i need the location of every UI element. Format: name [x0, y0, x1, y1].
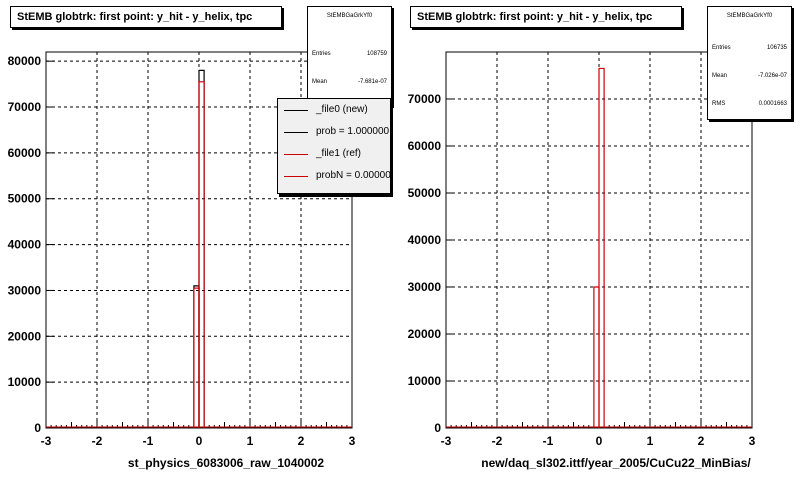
x-tick-label: 3 — [349, 434, 356, 448]
stats-value: 0.0001663 — [758, 101, 787, 107]
legend-entry: probN = 0.000000 — [278, 165, 390, 189]
stats-label: Mean — [312, 79, 328, 85]
stats-name-right: StEMBGaGrkYf0 — [726, 13, 773, 19]
y-tick-label: 20000 — [8, 329, 42, 343]
y-tick-label: 60000 — [408, 139, 442, 153]
legend-label: _file0 (new) — [316, 104, 368, 115]
legend-line-swatch — [284, 154, 308, 155]
stats-value: -7.681e-07 — [357, 79, 387, 85]
chart-title-left: StEMB globtrk: first point: y_hit - y_he… — [10, 6, 282, 28]
stats-row-mean-left: Mean -7.681e-07 — [312, 79, 387, 89]
y-tick-label: 50000 — [8, 192, 42, 206]
legend-entry: _file1 (ref) — [278, 143, 390, 167]
x-tick-label: 2 — [298, 434, 305, 448]
legend-label: _file1 (ref) — [316, 148, 362, 159]
histogram-panel-right: -3 -2 -1 0 1 2 3 0 10000 20000 30000 40000 50000 6000… — [400, 0, 800, 480]
stats-name-left: StEMBGaGrkYf0 — [326, 13, 373, 19]
stats-row-mean-right: Mean -7.026e-07 — [712, 73, 787, 83]
x-tick-label: 2 — [698, 434, 705, 448]
stats-value: 108759 — [366, 51, 387, 57]
x-tick-label: 1 — [647, 434, 654, 448]
x-tick-label: -2 — [92, 434, 103, 448]
chart-title-right: StEMB globtrk: first point: y_hit - y_he… — [410, 6, 682, 28]
stats-value: -7.026e-07 — [757, 73, 787, 79]
legend-label: prob = 1.000000 — [316, 126, 390, 137]
legend-box-left: _file0 (new) prob = 1.000000 _file1 (ref… — [277, 98, 391, 194]
legend-entry: prob = 1.000000 — [278, 121, 390, 145]
y-tick-label: 60000 — [8, 146, 42, 160]
histogram-bar — [598, 67, 605, 428]
y-tick-label: 80000 — [8, 54, 42, 68]
y-tick-label: 0 — [34, 421, 41, 435]
x-tick-label: 3 — [749, 434, 756, 448]
stats-row-entries-right: Entries 106735 — [712, 45, 787, 55]
y-tick-label: 10000 — [408, 374, 442, 388]
y-tick-label: 30000 — [408, 280, 442, 294]
y-tick-label: 70000 — [8, 100, 42, 114]
stats-label: Mean — [712, 73, 728, 79]
stats-box-left: StEMBGaGrkYf0 Entries 108759 Mean -7.681… — [307, 6, 392, 106]
histogram-bar — [198, 81, 205, 428]
x-axis-label-right: new/daq_sl302.ittf/year_2005/CuCu22_MinB… — [481, 456, 751, 470]
y-tick-label: 40000 — [8, 238, 42, 252]
legend-entry: _file0 (new) — [278, 99, 390, 123]
histogram-panel-left: -3 -2 -1 0 1 2 3 0 10000 20000 30000 40000 50000 6000… — [8, 6, 392, 470]
legend-line-swatch — [284, 176, 308, 177]
x-tick-label: -3 — [441, 434, 452, 448]
x-axis-label-left: st_physics_6083006_raw_1040002 — [127, 456, 325, 470]
legend-label: probN = 0.000000 — [316, 170, 391, 181]
y-tick-label: 50000 — [408, 186, 442, 200]
x-tick-label: -1 — [543, 434, 554, 448]
y-tick-label: 70000 — [408, 92, 442, 106]
x-tick-label: -1 — [143, 434, 154, 448]
stats-box-right: StEMBGaGrkYf0 Entries 106735 Mean -7.026… — [707, 6, 792, 120]
y-tick-label: 0 — [434, 421, 441, 435]
stats-label: Entries — [312, 51, 331, 57]
stats-row-rms-right: RMS 0.0001663 — [712, 101, 787, 111]
stats-label: RMS — [712, 101, 726, 107]
stats-value: 106735 — [766, 45, 787, 51]
x-tick-label: -2 — [492, 434, 503, 448]
x-tick-label: 1 — [247, 434, 254, 448]
stats-row-entries-left: Entries 108759 — [312, 51, 387, 61]
plot-area-right: -3 -2 -1 0 1 2 3 0 10000 20000 30000 40000 50000 6000… — [408, 51, 756, 448]
stats-label: Entries — [712, 45, 731, 51]
x-tick-label: 0 — [596, 434, 603, 448]
y-tick-label: 40000 — [408, 233, 442, 247]
x-tick-label: 0 — [196, 434, 203, 448]
y-tick-label: 20000 — [408, 327, 442, 341]
legend-line-swatch — [284, 132, 308, 133]
x-tick-label: -3 — [41, 434, 52, 448]
y-tick-label: 30000 — [8, 283, 42, 297]
legend-line-swatch — [284, 110, 308, 111]
y-tick-label: 10000 — [8, 375, 42, 389]
